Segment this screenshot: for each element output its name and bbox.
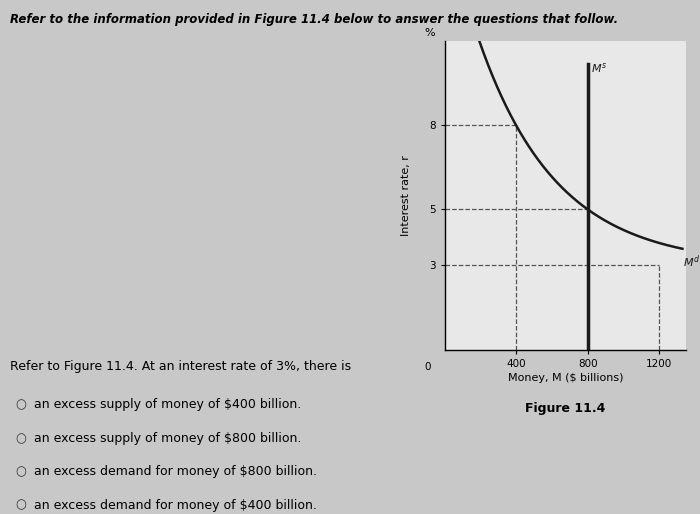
Text: 0: 0	[424, 362, 430, 372]
Text: %: %	[425, 28, 435, 38]
Text: an excess demand for money of $400 billion.: an excess demand for money of $400 billi…	[34, 499, 316, 511]
X-axis label: Money, M ($ billions): Money, M ($ billions)	[508, 373, 623, 383]
Text: ○: ○	[15, 499, 27, 511]
Text: Figure 11.4: Figure 11.4	[525, 402, 606, 415]
Text: $M^s$: $M^s$	[591, 61, 607, 75]
Text: ○: ○	[15, 432, 27, 445]
Text: Interest rate, r: Interest rate, r	[401, 155, 411, 236]
Text: ○: ○	[15, 465, 27, 478]
Text: an excess supply of money of $400 billion.: an excess supply of money of $400 billio…	[34, 398, 301, 411]
Text: an excess demand for money of $800 billion.: an excess demand for money of $800 billi…	[34, 465, 316, 478]
Text: Refer to Figure 11.4. At an interest rate of 3%, there is: Refer to Figure 11.4. At an interest rat…	[10, 360, 351, 373]
Text: Refer to the information provided in Figure 11.4 below to answer the questions t: Refer to the information provided in Fig…	[10, 13, 619, 26]
Text: $M^d$: $M^d$	[683, 253, 700, 269]
Text: an excess supply of money of $800 billion.: an excess supply of money of $800 billio…	[34, 432, 301, 445]
Text: ○: ○	[15, 398, 27, 411]
